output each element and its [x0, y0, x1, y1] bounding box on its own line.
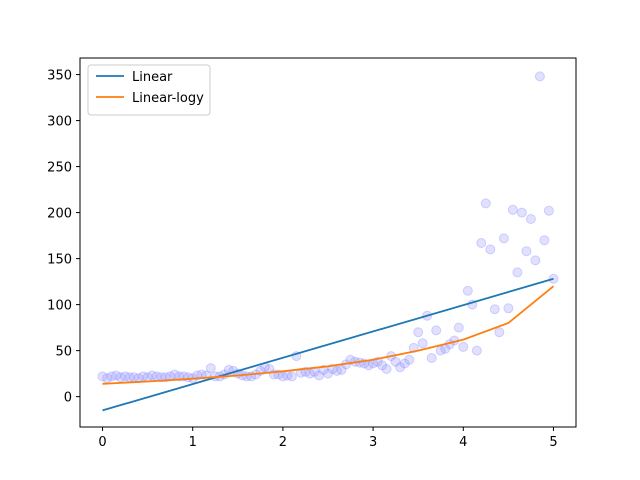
- scatter-point: [426, 353, 437, 363]
- series-line-linear-logy: [102, 285, 555, 385]
- x-tick-label: 1: [189, 435, 197, 450]
- scatter-point: [115, 372, 126, 383]
- scatter-point: [516, 207, 527, 218]
- scatter-point: [503, 303, 514, 314]
- scatter-point: [120, 371, 131, 382]
- scatter-point: [286, 371, 297, 382]
- scatter-point: [512, 267, 523, 278]
- legend: Linear Linear-logy: [87, 64, 211, 116]
- x-tick-label: 5: [549, 435, 557, 450]
- scatter-point: [525, 214, 536, 224]
- scatter-point: [539, 235, 550, 246]
- scatter-point: [264, 364, 275, 374]
- x-axis: 0 1 2 3 4 5: [98, 427, 558, 450]
- scatter-point: [480, 198, 491, 209]
- scatter-point: [336, 364, 347, 375]
- x-tick-label: 2: [279, 435, 287, 450]
- series-line-linear: [102, 277, 554, 412]
- scatter-point: [404, 354, 415, 365]
- scatter-point: [471, 345, 482, 356]
- scatter-point: [381, 364, 392, 374]
- scatter-point: [399, 358, 410, 369]
- y-tick-label: 100: [47, 299, 72, 314]
- scatter-point: [332, 365, 342, 376]
- scatter-point: [534, 71, 545, 82]
- scatter-point: [530, 255, 541, 266]
- x-tick-label: 0: [98, 435, 106, 450]
- scatter-point: [521, 246, 532, 257]
- scatter-point: [196, 369, 207, 380]
- legend-label: Linear: [132, 70, 173, 85]
- y-axis: 0 50 100 150 200 250 300 350: [47, 69, 80, 406]
- plot-area: [79, 57, 577, 428]
- scatter-point: [147, 370, 158, 381]
- axes-frame: [79, 57, 577, 428]
- scatter-point: [106, 371, 117, 382]
- scatter-point: [435, 345, 446, 356]
- y-tick-label: 50: [55, 345, 72, 360]
- scatter-point: [494, 327, 505, 338]
- y-tick-label: 0: [64, 391, 72, 406]
- scatter-point: [314, 370, 324, 381]
- scatter-point: [377, 360, 388, 371]
- scatter-point: [111, 370, 122, 381]
- scatter-point: [431, 325, 442, 336]
- scatter-point: [476, 238, 487, 248]
- scatter-point: [489, 304, 500, 315]
- scatter-point: [413, 327, 424, 338]
- y-tick-label: 150: [47, 253, 72, 268]
- y-tick-label: 250: [47, 161, 72, 176]
- scatter-layer: [97, 71, 559, 384]
- scatter-point: [156, 372, 167, 383]
- scatter-point: [395, 362, 406, 373]
- line-layer: [102, 277, 555, 412]
- y-tick-label: 350: [47, 69, 72, 84]
- scatter-point: [417, 338, 428, 349]
- scatter-point: [453, 322, 464, 333]
- x-tick-label: 3: [369, 435, 377, 450]
- scatter-point: [507, 204, 518, 215]
- scatter-point: [458, 341, 469, 352]
- scatter-point: [485, 244, 496, 255]
- scatter-point: [543, 205, 554, 216]
- y-tick-label: 200: [47, 207, 72, 222]
- scatter-point: [205, 363, 216, 374]
- x-tick-label: 4: [459, 435, 467, 450]
- legend-box: [87, 64, 211, 116]
- legend-label: Linear-logy: [132, 91, 204, 106]
- scatter-point: [97, 371, 108, 382]
- scatter-point: [498, 233, 509, 244]
- scatter-point: [323, 368, 333, 379]
- scatter-point: [390, 356, 401, 367]
- scatter-point: [462, 285, 473, 296]
- y-tick-label: 300: [47, 115, 72, 130]
